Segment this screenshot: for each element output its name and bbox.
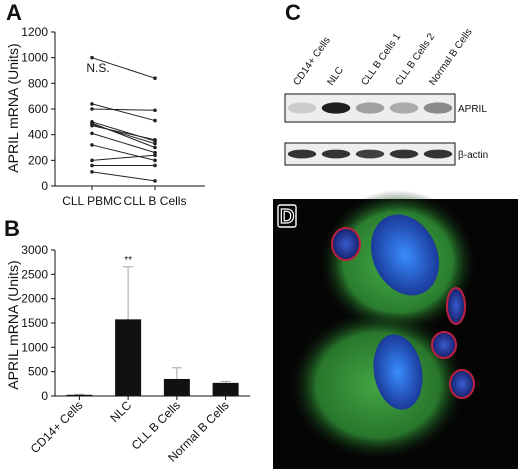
panel-a-point-pbmc [90, 55, 94, 60]
panel-letter-a: A [6, 0, 22, 25]
panel-a-pair-line [91, 123, 156, 145]
blot-lane-label: Normal B Cells [427, 27, 474, 88]
panel-a-pair-line [91, 125, 156, 141]
panel-a-ylabel: APRIL mRNA (Units) [5, 43, 21, 172]
blot-band [389, 102, 419, 114]
panel-b-ytick-label: 2500 [21, 267, 48, 281]
blot-band [389, 149, 419, 159]
panel-a-annotation: N.S. [86, 61, 109, 75]
panel-a-pair-line [91, 132, 156, 154]
small-cell-2 [446, 287, 466, 325]
blot-lane-label: NLC [325, 65, 345, 88]
blot-row-label: APRIL [458, 104, 487, 115]
panel-a-ytick-label: 400 [28, 128, 48, 142]
blot-band [355, 149, 385, 159]
small-cell-4 [449, 369, 475, 399]
panel-a-point-bcells [153, 141, 157, 146]
panel-a-ytick-label: 0 [41, 179, 48, 193]
panel-a-point-bcells [153, 118, 157, 123]
panel-a-pair-line [91, 144, 156, 161]
blot-band [355, 102, 385, 114]
panel-a-point-bcells [153, 138, 157, 142]
panel-a-point-bcells [153, 158, 157, 163]
panel-a-point-pbmc [90, 123, 94, 128]
panel-b-ytick-label: 1500 [21, 316, 48, 330]
blot-band [423, 102, 453, 114]
panel-a-ytick-label: 200 [28, 153, 48, 167]
small-cell-3 [431, 331, 457, 359]
panel-a-pair-line [91, 57, 156, 79]
panel-letter-d: D [280, 206, 294, 228]
blot-band [287, 149, 317, 159]
panel-a-point-pbmc [90, 102, 94, 106]
panel-b-ytick-label: 3000 [21, 243, 48, 257]
panel-b-bar [115, 319, 142, 396]
panel-a-pair-line [91, 154, 156, 161]
panel-a-point-bcells [153, 76, 157, 80]
panel-b-significance: ** [124, 255, 132, 266]
blot-band [287, 102, 317, 114]
panel-b-ytick-label: 500 [28, 365, 48, 379]
panel-a-point-pbmc [90, 131, 94, 136]
blot-band [321, 102, 351, 114]
panel-a-point-bcells [153, 150, 157, 155]
nucleus-lower [373, 334, 423, 410]
panel-a-chart: APRIL mRNA (Units) N.S. 0 200 400 600 800 100… [5, 25, 205, 208]
blot-row-label: β-actin [458, 150, 488, 161]
panel-letter-b: B [4, 216, 20, 241]
panel-b-bar [212, 382, 239, 396]
panel-b-bar [66, 394, 93, 396]
panel-a-ytick-label: 1200 [21, 25, 48, 39]
panel-a-pair-line [91, 103, 156, 122]
panel-a-point-pbmc [90, 170, 94, 174]
panel-b-ylabel: APRIL mRNA (Units) [5, 260, 21, 389]
panel-b-ytick-label: 1000 [21, 340, 48, 354]
panel-a-ytick-label: 800 [28, 76, 48, 90]
blot-band [321, 149, 351, 159]
panel-b-xtick-label: NLC [107, 398, 134, 425]
panel-a-point-bcells [153, 163, 157, 168]
panel-b-bar [163, 378, 190, 396]
blot-band [423, 149, 453, 159]
panel-d-micrograph: D [273, 190, 518, 469]
panel-a-point-bcells [153, 153, 157, 157]
panel-a-pair-line [91, 121, 156, 142]
panel-a-point-pbmc [90, 163, 94, 168]
panel-a-ytick-label: 600 [28, 102, 48, 116]
nucleus-upper [370, 214, 440, 296]
panel-a-xtick-label: CLL B Cells [124, 194, 187, 208]
panel-a-ytick-label: 1000 [21, 51, 48, 65]
panel-a-point-pbmc [90, 158, 94, 163]
panel-b-chart: APRIL mRNA (Units) 0 500 1000 1500 2000 2500 3… [5, 243, 250, 465]
panel-b-xtick-label: CD14+ Cells [28, 398, 86, 456]
panel-a-point-bcells [153, 108, 157, 113]
panel-d-letter-box [277, 204, 297, 228]
panel-a-point-bcells [153, 145, 157, 150]
panel-a-pair-line [91, 171, 156, 182]
panel-b-ytick-label: 0 [41, 389, 48, 403]
small-cell-1 [331, 227, 361, 261]
panel-a-pair-line [91, 108, 156, 111]
panel-letter-c: C [285, 0, 301, 25]
panel-b-ytick-label: 2000 [21, 292, 48, 306]
panel-a-point-pbmc [90, 143, 94, 147]
panel-a-xtick-label: CLL PBMC [62, 194, 122, 208]
panel-a-point-bcells [153, 179, 157, 183]
panel-a-point-pbmc [90, 107, 94, 111]
